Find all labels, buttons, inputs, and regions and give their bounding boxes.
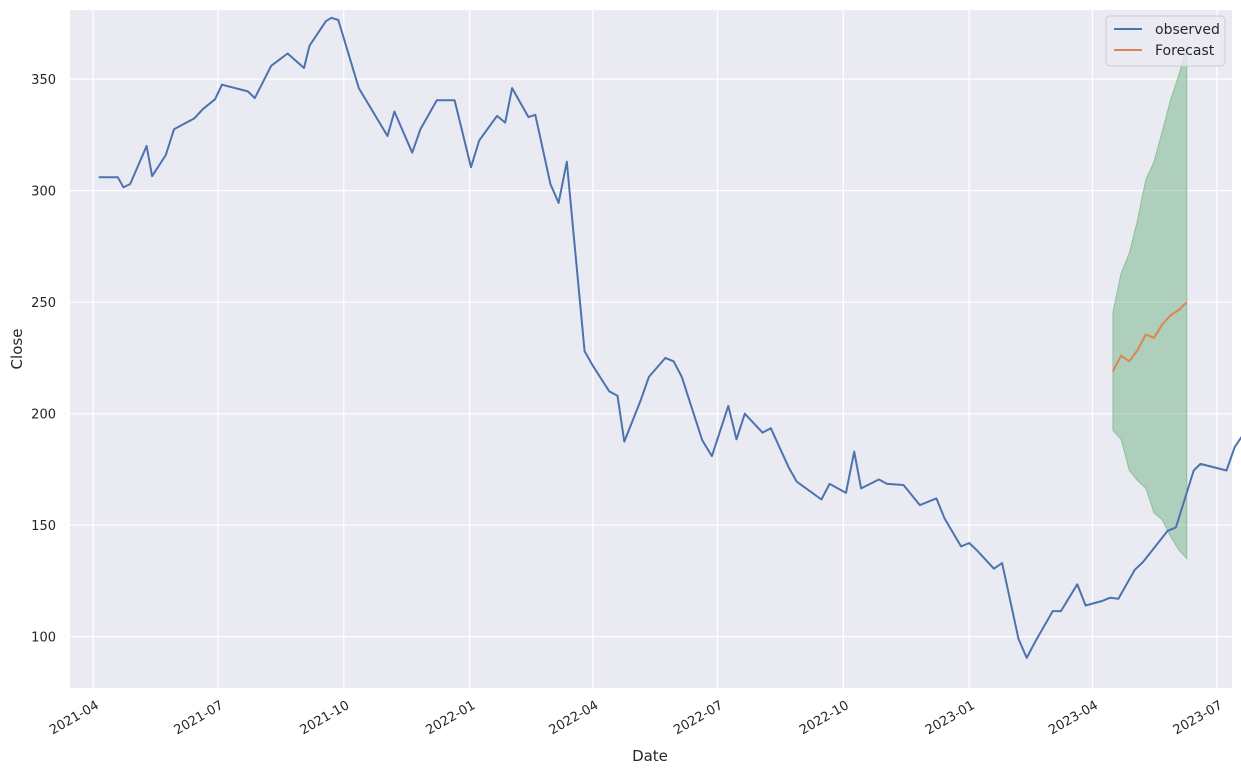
x-tick-label: 2022-07	[671, 698, 726, 738]
y-tick-label: 150	[31, 519, 56, 534]
y-tick-label: 100	[31, 631, 56, 646]
forecast-interval-band	[1112, 46, 1188, 560]
y-tick-label: 300	[31, 185, 56, 200]
x-tick-label: 2022-01	[424, 698, 479, 738]
legend-forecast-label: Forecast	[1155, 43, 1215, 59]
y-tick-label: 350	[31, 73, 56, 88]
x-axis-label: Date	[632, 747, 668, 765]
x-tick-labels: 2021-04 2021-07 2021-10 2022-01 2022-04 2022-…	[47, 698, 1225, 738]
x-tick-label: 2022-04	[547, 698, 602, 738]
forecast-series-line	[1112, 301, 1188, 372]
x-tick-label: 2023-07	[1171, 698, 1226, 738]
x-tick-label: 2022-10	[797, 698, 852, 738]
y-tick-label: 250	[31, 296, 56, 311]
y-tick-label: 200	[31, 408, 56, 423]
x-tick-label: 2021-04	[47, 698, 102, 738]
x-tick-label: 2021-07	[172, 698, 227, 738]
y-tick-labels: 100 150 200 250 300 350	[31, 73, 56, 646]
legend: observed Forecast	[1105, 15, 1226, 67]
legend-observed-label: observed	[1155, 22, 1220, 38]
x-tick-label: 2023-04	[1046, 698, 1101, 738]
x-tick-label: 2023-01	[923, 698, 978, 738]
x-tick-label: 2021-10	[298, 698, 353, 738]
grid-lines	[70, 10, 1232, 688]
plot-background	[70, 10, 1232, 688]
observed-series-line	[98, 16, 1241, 659]
y-axis-label: Close	[8, 329, 26, 370]
